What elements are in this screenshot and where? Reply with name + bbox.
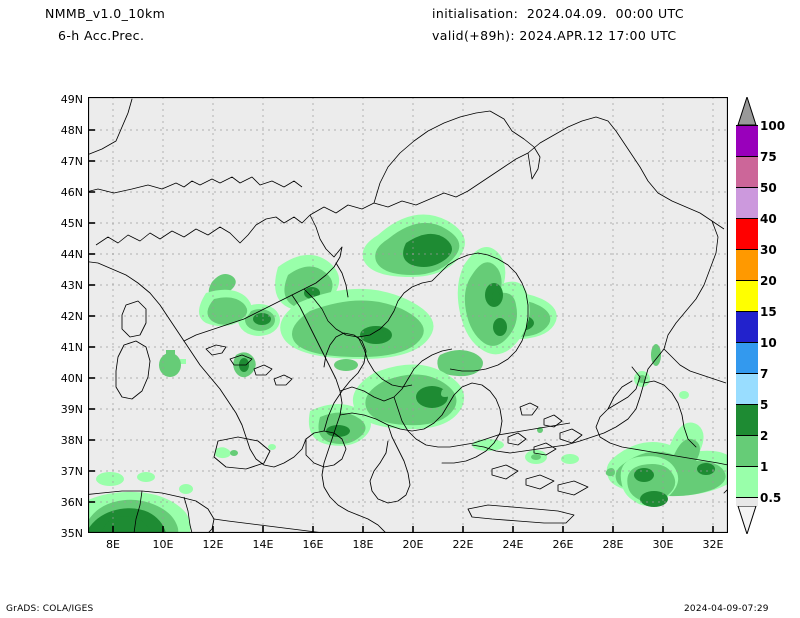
colorbar-under-arrow bbox=[737, 506, 757, 534]
colorbar-label-05: 0.5 bbox=[760, 491, 782, 505]
lat-label-36N: 36N bbox=[60, 496, 83, 509]
colorbar-tick-100 bbox=[736, 125, 758, 126]
map-plot-area bbox=[88, 97, 728, 533]
axis-ticks bbox=[88, 129, 714, 533]
initialisation-time: initialisation: 2024.04.09. 00:00 UTC bbox=[432, 6, 684, 21]
lon-label-12E: 12E bbox=[202, 538, 224, 551]
lat-label-42N: 42N bbox=[60, 310, 83, 323]
colorbar-segment-30 bbox=[736, 249, 758, 280]
lon-label-24E: 24E bbox=[502, 538, 524, 551]
lat-label-41N: 41N bbox=[60, 341, 83, 354]
model-title: NMMB_v1.0_10km bbox=[45, 6, 166, 21]
coastlines-and-borders bbox=[88, 98, 728, 533]
colorbar-label-5: 5 bbox=[760, 398, 769, 412]
lon-label-20E: 20E bbox=[402, 538, 424, 551]
lon-label-10E: 10E bbox=[152, 538, 174, 551]
colorbar-label-7: 7 bbox=[760, 367, 769, 381]
colorbar-segment-5 bbox=[736, 404, 758, 435]
map-gridlines bbox=[88, 97, 728, 533]
colorbar-label-15: 15 bbox=[760, 305, 777, 319]
grads-credit: GrADS: COLA/IGES bbox=[6, 604, 94, 614]
colorbar-tick-2 bbox=[736, 435, 758, 436]
lat-label-49N: 49N bbox=[60, 93, 83, 106]
colorbar-label-75: 75 bbox=[760, 150, 777, 164]
colorbar-segment-75 bbox=[736, 156, 758, 187]
lat-label-35N: 35N bbox=[60, 527, 83, 540]
lon-label-32E: 32E bbox=[702, 538, 724, 551]
colorbar-tick-5 bbox=[736, 404, 758, 405]
lat-label-40N: 40N bbox=[60, 372, 83, 385]
colorbar-label-10: 10 bbox=[760, 336, 777, 350]
colorbar-label-40: 40 bbox=[760, 212, 777, 226]
lat-label-48N: 48N bbox=[60, 124, 83, 137]
lat-label-46N: 46N bbox=[60, 186, 83, 199]
precipitation-field bbox=[88, 214, 728, 533]
colorbar-label-20: 20 bbox=[760, 274, 777, 288]
render-timestamp: 2024-04-09-07:29 bbox=[684, 604, 769, 614]
lon-label-26E: 26E bbox=[552, 538, 574, 551]
colorbar-tick-1 bbox=[736, 466, 758, 467]
colorbar-tick-75 bbox=[736, 156, 758, 157]
lat-label-44N: 44N bbox=[60, 248, 83, 261]
colorbar-label-1: 1 bbox=[760, 460, 769, 474]
colorbar-segment-10 bbox=[736, 342, 758, 373]
lat-label-45N: 45N bbox=[60, 217, 83, 230]
colorbar-tick-15 bbox=[736, 311, 758, 312]
colorbar-segment-20 bbox=[736, 280, 758, 311]
colorbar-segment-50 bbox=[736, 187, 758, 218]
colorbar-segment-2 bbox=[736, 435, 758, 466]
lon-label-14E: 14E bbox=[252, 538, 274, 551]
colorbar-label-2: 2 bbox=[760, 429, 769, 443]
colorbar-tick-50 bbox=[736, 187, 758, 188]
colorbar-tick-7 bbox=[736, 373, 758, 374]
lon-label-16E: 16E bbox=[302, 538, 324, 551]
colorbar-segment-7 bbox=[736, 373, 758, 404]
lat-label-39N: 39N bbox=[60, 403, 83, 416]
colorbar-tick-05 bbox=[736, 497, 758, 498]
lon-label-8E: 8E bbox=[106, 538, 120, 551]
colorbar bbox=[736, 97, 758, 534]
colorbar-label-30: 30 bbox=[760, 243, 777, 257]
lat-label-43N: 43N bbox=[60, 279, 83, 292]
lat-label-47N: 47N bbox=[60, 155, 83, 168]
lat-label-38N: 38N bbox=[60, 434, 83, 447]
colorbar-segment-40 bbox=[736, 218, 758, 249]
lon-label-30E: 30E bbox=[652, 538, 674, 551]
lon-label-28E: 28E bbox=[602, 538, 624, 551]
field-title: 6-h Acc.Prec. bbox=[58, 28, 145, 43]
colorbar-label-100: 100 bbox=[760, 119, 786, 133]
colorbar-segment-1 bbox=[736, 466, 758, 497]
colorbar-tick-10 bbox=[736, 342, 758, 343]
colorbar-over-arrow bbox=[737, 97, 757, 125]
colorbar-segment-100 bbox=[736, 125, 758, 156]
lon-label-18E: 18E bbox=[352, 538, 374, 551]
colorbar-tick-30 bbox=[736, 249, 758, 250]
lon-label-22E: 22E bbox=[452, 538, 474, 551]
colorbar-label-50: 50 bbox=[760, 181, 777, 195]
valid-time: valid(+89h): 2024.APR.12 17:00 UTC bbox=[432, 28, 677, 43]
lat-label-37N: 37N bbox=[60, 465, 83, 478]
colorbar-segment-05 bbox=[736, 497, 758, 506]
colorbar-tick-40 bbox=[736, 218, 758, 219]
colorbar-tick-20 bbox=[736, 280, 758, 281]
precipitation-map bbox=[88, 97, 728, 533]
colorbar-segment-15 bbox=[736, 311, 758, 342]
